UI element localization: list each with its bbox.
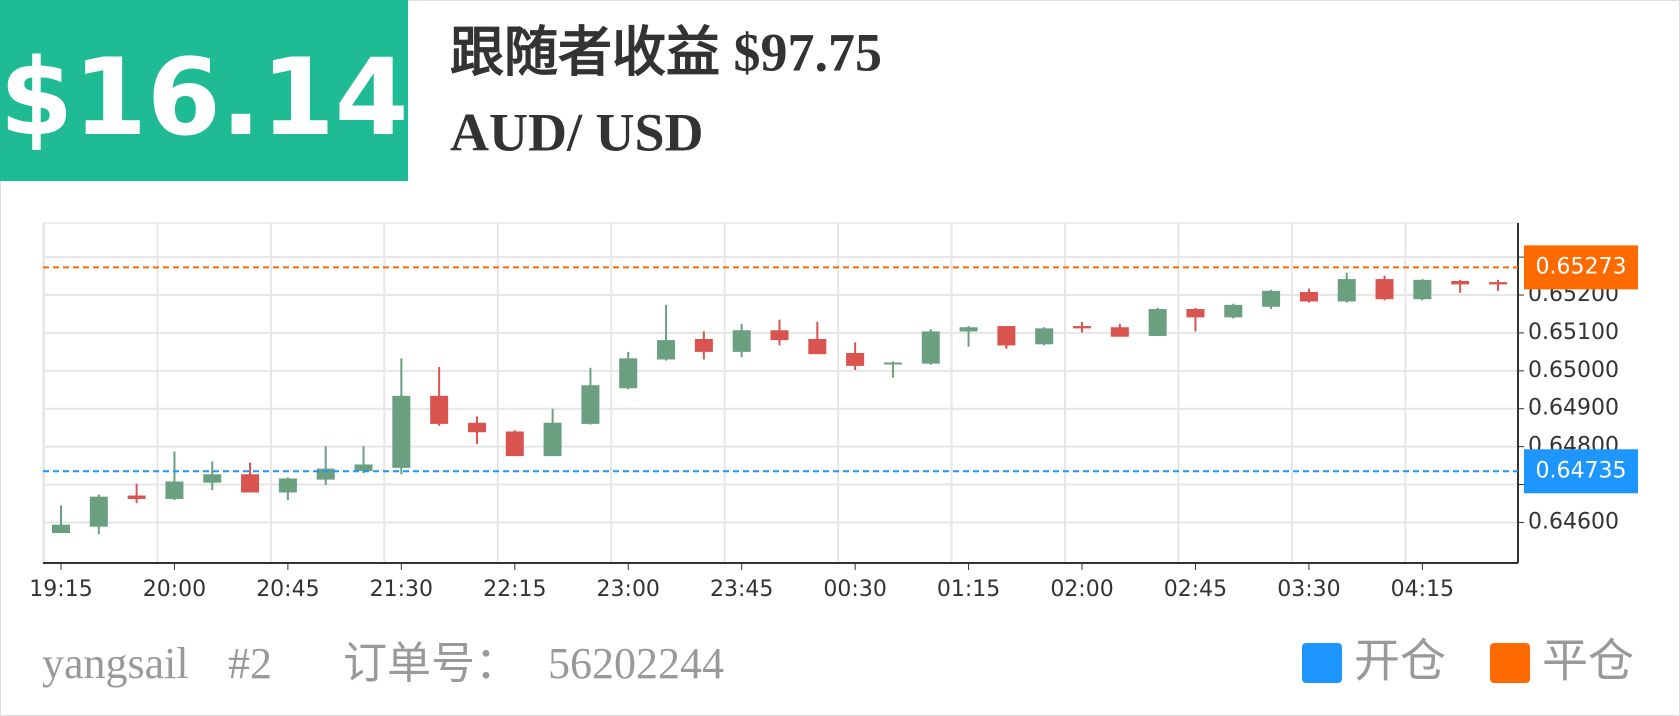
user: yangsail — [42, 639, 189, 688]
price-label-box — [1524, 245, 1638, 290]
candle-body — [1073, 326, 1092, 329]
x-tick-label: 04:15 — [1391, 577, 1454, 602]
x-tick-label: 23:45 — [710, 577, 773, 602]
candle-body — [694, 338, 713, 352]
candle-body — [732, 330, 751, 352]
candle-body — [1375, 279, 1394, 300]
candle-body — [203, 474, 222, 483]
title: 跟随者收益 $97.75 — [450, 22, 882, 82]
candle-body — [921, 331, 940, 364]
price-label-box — [1524, 449, 1638, 494]
profit: $16.14 — [0, 36, 409, 159]
candle-body — [1451, 280, 1470, 285]
legend: 开仓 平仓 — [1302, 636, 1634, 687]
x-tick-label: 02:00 — [1050, 577, 1113, 602]
x-tick-label: 23:00 — [597, 577, 660, 602]
candle-body — [883, 362, 902, 365]
candle-body — [392, 395, 411, 468]
candle-body — [770, 330, 789, 341]
candle-body — [1489, 282, 1507, 285]
candle-body — [467, 422, 486, 433]
order-label: 订单号： — [343, 639, 519, 688]
x-tick-label: 02:45 — [1164, 577, 1227, 602]
candle-body — [619, 358, 638, 389]
x-tick-label: 03:30 — [1277, 577, 1340, 602]
candle-body — [278, 478, 297, 493]
candle-body — [316, 468, 335, 480]
legend-label: 开仓 — [1354, 636, 1446, 687]
y-tick-label: 0.64600 — [1528, 509, 1619, 534]
x-tick-label: 21:30 — [370, 577, 433, 602]
price-label: 0.64735 — [1536, 458, 1627, 483]
y-tick-label: 0.65100 — [1528, 320, 1619, 345]
follower-number: #2 — [228, 639, 272, 688]
candle-body — [165, 481, 184, 499]
candle-body — [1186, 309, 1205, 318]
legend-swatch — [1302, 643, 1342, 683]
x-tick-label: 00:30 — [823, 577, 886, 602]
candle-body — [241, 474, 260, 493]
x-tick-label: 20:45 — [256, 577, 319, 602]
legend-swatch — [1490, 643, 1530, 683]
candle-body — [581, 385, 600, 424]
candle-body — [1035, 328, 1054, 345]
y-tick-label: 0.64900 — [1528, 396, 1619, 421]
candle-body — [1224, 304, 1243, 318]
candle-body — [1148, 309, 1167, 336]
candle-body — [354, 464, 373, 471]
candle-body — [997, 326, 1016, 346]
candle-body — [1299, 291, 1318, 302]
plot-area — [42, 222, 1519, 564]
legend-label: 平仓 — [1542, 636, 1634, 687]
candle-body — [846, 353, 865, 366]
candle-body — [1337, 279, 1356, 302]
candle-body — [52, 524, 70, 534]
candle-body — [430, 395, 449, 424]
candle-body — [808, 338, 827, 355]
x-tick-label: 19:15 — [29, 577, 92, 602]
candle-body — [89, 496, 108, 527]
candle-body — [959, 327, 978, 332]
pair: AUD/ USD — [450, 102, 704, 162]
x-tick-label: 22:15 — [483, 577, 546, 602]
x-tick-label: 01:15 — [937, 577, 1000, 602]
candle-body — [1413, 279, 1432, 300]
candle-body — [1262, 290, 1281, 307]
candle-body — [657, 340, 676, 360]
candle-body — [543, 422, 562, 457]
candle-body — [505, 431, 524, 457]
x-tick-label: 20:00 — [143, 577, 206, 602]
y-tick-label: 0.65000 — [1528, 358, 1619, 383]
profit-box — [0, 0, 408, 181]
candle-body — [1110, 327, 1129, 337]
price-label: 0.65273 — [1536, 254, 1627, 279]
candle-body — [127, 495, 146, 499]
order-number: 56202244 — [548, 639, 724, 688]
chart: 0.646000.647000.648000.649000.650000.651… — [29, 222, 1638, 602]
